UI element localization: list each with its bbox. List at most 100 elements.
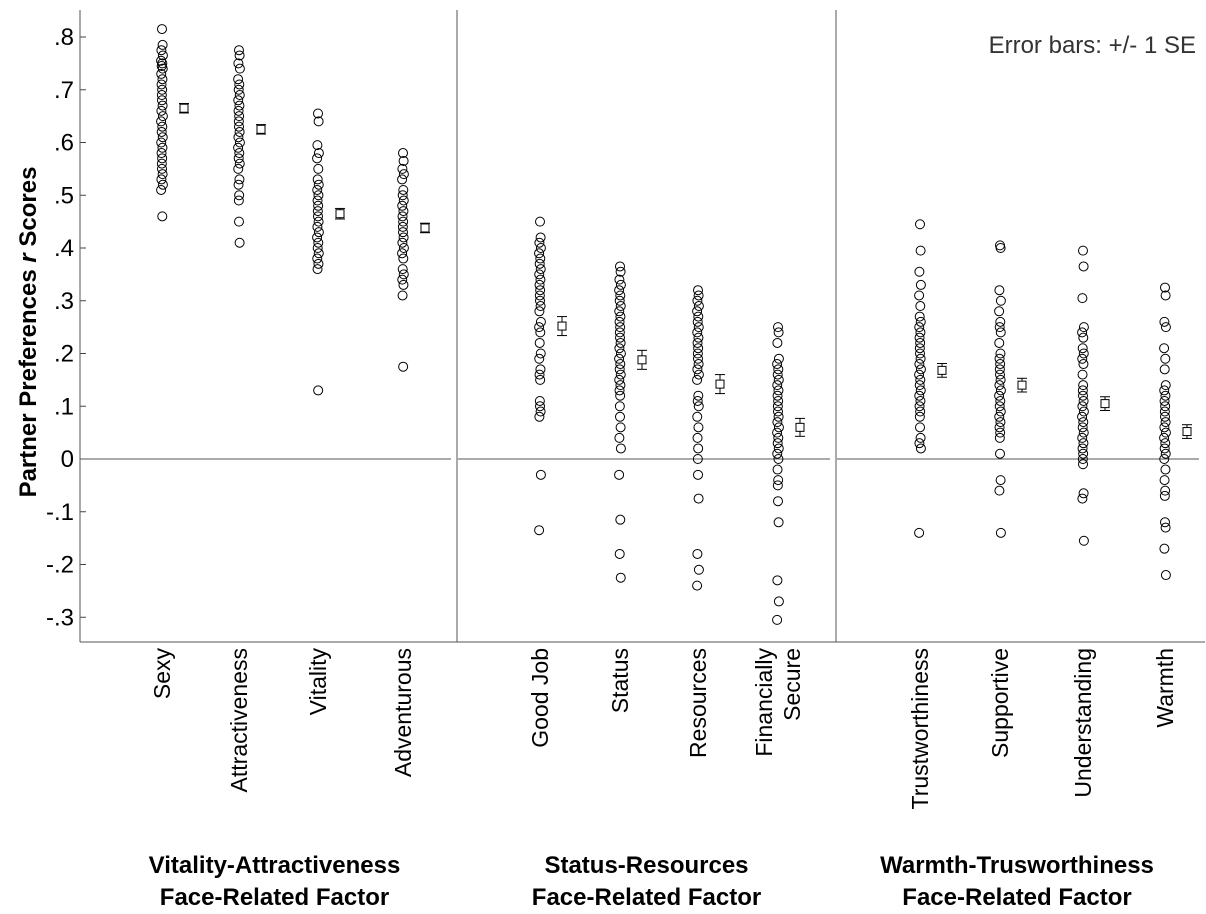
data-point (535, 327, 546, 338)
data-point (772, 480, 783, 491)
y-tick-label: -.3 (46, 604, 74, 631)
data-point (915, 443, 926, 454)
category-label-line: Understanding (1070, 648, 1096, 798)
data-point (693, 401, 704, 412)
data-point (772, 369, 783, 380)
category-label: Adventurous (390, 648, 416, 777)
data-point (1160, 448, 1171, 459)
mean-marker (179, 103, 189, 113)
data-point (1159, 543, 1170, 554)
data-point (156, 126, 167, 137)
data-point (534, 248, 545, 259)
data-point (615, 411, 625, 422)
data-point (398, 184, 409, 195)
data-point (692, 374, 703, 385)
data-point (157, 74, 168, 85)
data-point (397, 200, 408, 211)
data-point (615, 422, 626, 433)
data-point (773, 432, 784, 443)
group-label: Vitality-Attractiveness (149, 852, 401, 879)
data-point (772, 448, 783, 459)
data-point (156, 68, 167, 79)
data-point (615, 332, 625, 343)
category-label-line: Status (607, 648, 633, 713)
chart-marks (156, 24, 1192, 625)
data-point (1159, 422, 1170, 433)
mean-marker (715, 379, 725, 389)
data-point (234, 79, 245, 90)
data-point (233, 142, 244, 153)
data-point (398, 195, 409, 206)
data-point (693, 290, 704, 301)
data-point (234, 216, 244, 227)
data-point (995, 427, 1006, 438)
group-label: Face-Related Factor (532, 884, 761, 911)
data-point (995, 327, 1006, 338)
data-point (614, 374, 625, 385)
data-point (994, 353, 1005, 364)
data-point (1160, 417, 1171, 428)
data-point (397, 237, 408, 248)
data-point (1078, 427, 1089, 438)
data-point (312, 232, 323, 243)
data-point (1160, 485, 1171, 496)
data-point (1160, 401, 1171, 412)
category-label-line: Supportive (987, 648, 1013, 758)
y-axis-label-part: Partner Preferences (15, 263, 42, 498)
category-labels: Sexy Attractiveness Vitality Adventurous Goo… (149, 648, 1178, 810)
data-point (995, 417, 1006, 428)
data-point (615, 390, 626, 401)
data-point (614, 353, 625, 364)
category-label-line: Financially (751, 648, 777, 757)
data-point (534, 369, 545, 380)
data-point (534, 306, 545, 317)
y-tick-label: .3 (54, 288, 74, 315)
data-point (156, 158, 167, 169)
data-point (234, 190, 245, 201)
data-point (1077, 401, 1088, 412)
data-point (313, 148, 324, 159)
data-point (312, 253, 323, 264)
data-point (1159, 343, 1170, 354)
data-point (772, 438, 783, 449)
data-point (1077, 369, 1088, 380)
data-point (233, 74, 244, 85)
data-point (773, 364, 784, 375)
data-point (1078, 395, 1089, 406)
data-point (614, 274, 625, 285)
category-label-line: Resources (685, 648, 711, 758)
group-label: Face-Related Factor (902, 884, 1131, 911)
data-point (915, 432, 926, 443)
data-point (1077, 432, 1088, 443)
data-point (156, 105, 167, 116)
data-point (1159, 385, 1170, 396)
data-point (773, 496, 783, 507)
data-point (398, 216, 409, 227)
data-point (914, 527, 925, 538)
data-point (234, 121, 244, 132)
data-point (535, 243, 546, 253)
data-point (915, 245, 926, 256)
data-point (915, 395, 926, 406)
data-point (773, 517, 784, 528)
data-point (693, 422, 704, 433)
data-point (1077, 343, 1088, 354)
data-point (1078, 459, 1088, 470)
data-point (157, 153, 168, 164)
data-point (773, 475, 784, 486)
data-point (398, 253, 409, 264)
data-point (614, 295, 625, 306)
data-point (1160, 438, 1171, 449)
data-point (313, 258, 324, 269)
data-point (534, 279, 545, 290)
category-label-line: Vitality (305, 648, 331, 716)
data-point (995, 243, 1006, 253)
data-point (614, 343, 625, 354)
data-point (914, 401, 925, 412)
data-point (398, 232, 409, 243)
data-point (693, 311, 704, 322)
data-point (773, 322, 783, 333)
data-point (1159, 364, 1170, 375)
data-point (615, 514, 626, 525)
data-point (1078, 406, 1089, 417)
